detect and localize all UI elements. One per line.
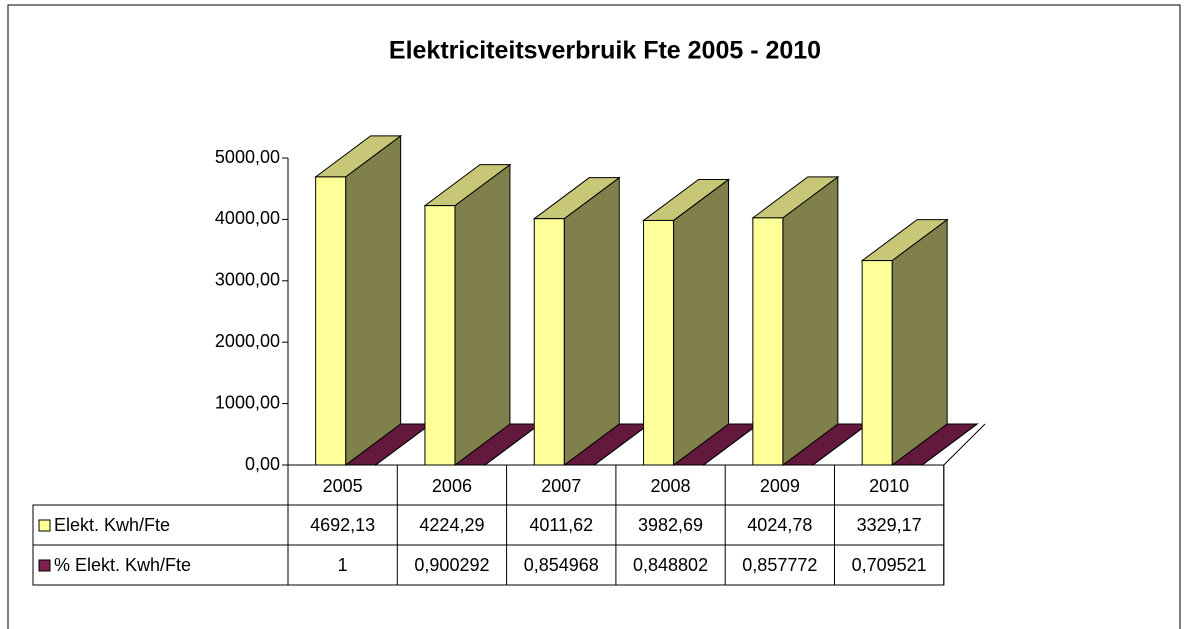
x-tick-label: 2008 [651,476,691,496]
y-tick-label: 5000,00 [215,147,280,167]
x-tick-label: 2006 [432,476,472,496]
legend-label: % Elekt. Kwh/Fte [54,555,191,575]
bar-side [454,163,511,466]
data-label: 0,857772 [742,555,817,575]
bar [861,260,893,466]
x-tick-label: 2010 [869,476,909,496]
y-tick-label: 1000,00 [215,392,280,412]
bar-side [891,218,948,466]
data-label: 4011,62 [529,515,593,535]
data-label: 0,854968 [524,555,599,575]
data-label: 0,848802 [633,555,708,575]
plot-area: 0,00 1000,00 2000,00 3000,00 4000,00 5000,00 [215,134,986,474]
y-tick-label: 4000,00 [215,208,280,228]
legend-key [38,559,51,572]
data-label: 3329,17 [857,515,922,535]
x-tick-label: 2007 [541,476,581,496]
legend-label: Elekt. Kwh/Fte [54,515,170,535]
legend-key [38,519,51,532]
bar [424,205,456,466]
data-label: 3982,69 [638,515,703,535]
data-label: 4692,13 [310,515,375,535]
chart-frame [7,4,1181,629]
data-label: 1 [338,555,348,575]
data-label: 0,709521 [852,555,927,575]
y-tick-label: 2000,00 [215,331,280,351]
data-label: 4224,29 [419,515,484,535]
bar [315,176,347,466]
chart-title: Elektriciteitsverbruik Fte 2005 - 2010 [389,37,821,65]
bar [752,217,784,466]
data-label: 4024,78 [747,515,812,535]
y-tick-label: 0,00 [245,454,280,474]
bar-side [673,178,730,466]
data-label: 0,900292 [414,555,489,575]
bar-side [345,134,402,466]
bar-side [782,175,839,466]
bar [643,219,675,466]
x-tick-label: 2009 [760,476,800,496]
y-tick-label: 3000,00 [215,270,280,290]
bar [533,218,565,466]
x-tick-label: 2005 [323,476,363,496]
bar-side [563,176,620,466]
data-table: 2005 2006 2007 2008 2009 2010 Elekt. Kwh/Fte 46… [32,464,945,586]
